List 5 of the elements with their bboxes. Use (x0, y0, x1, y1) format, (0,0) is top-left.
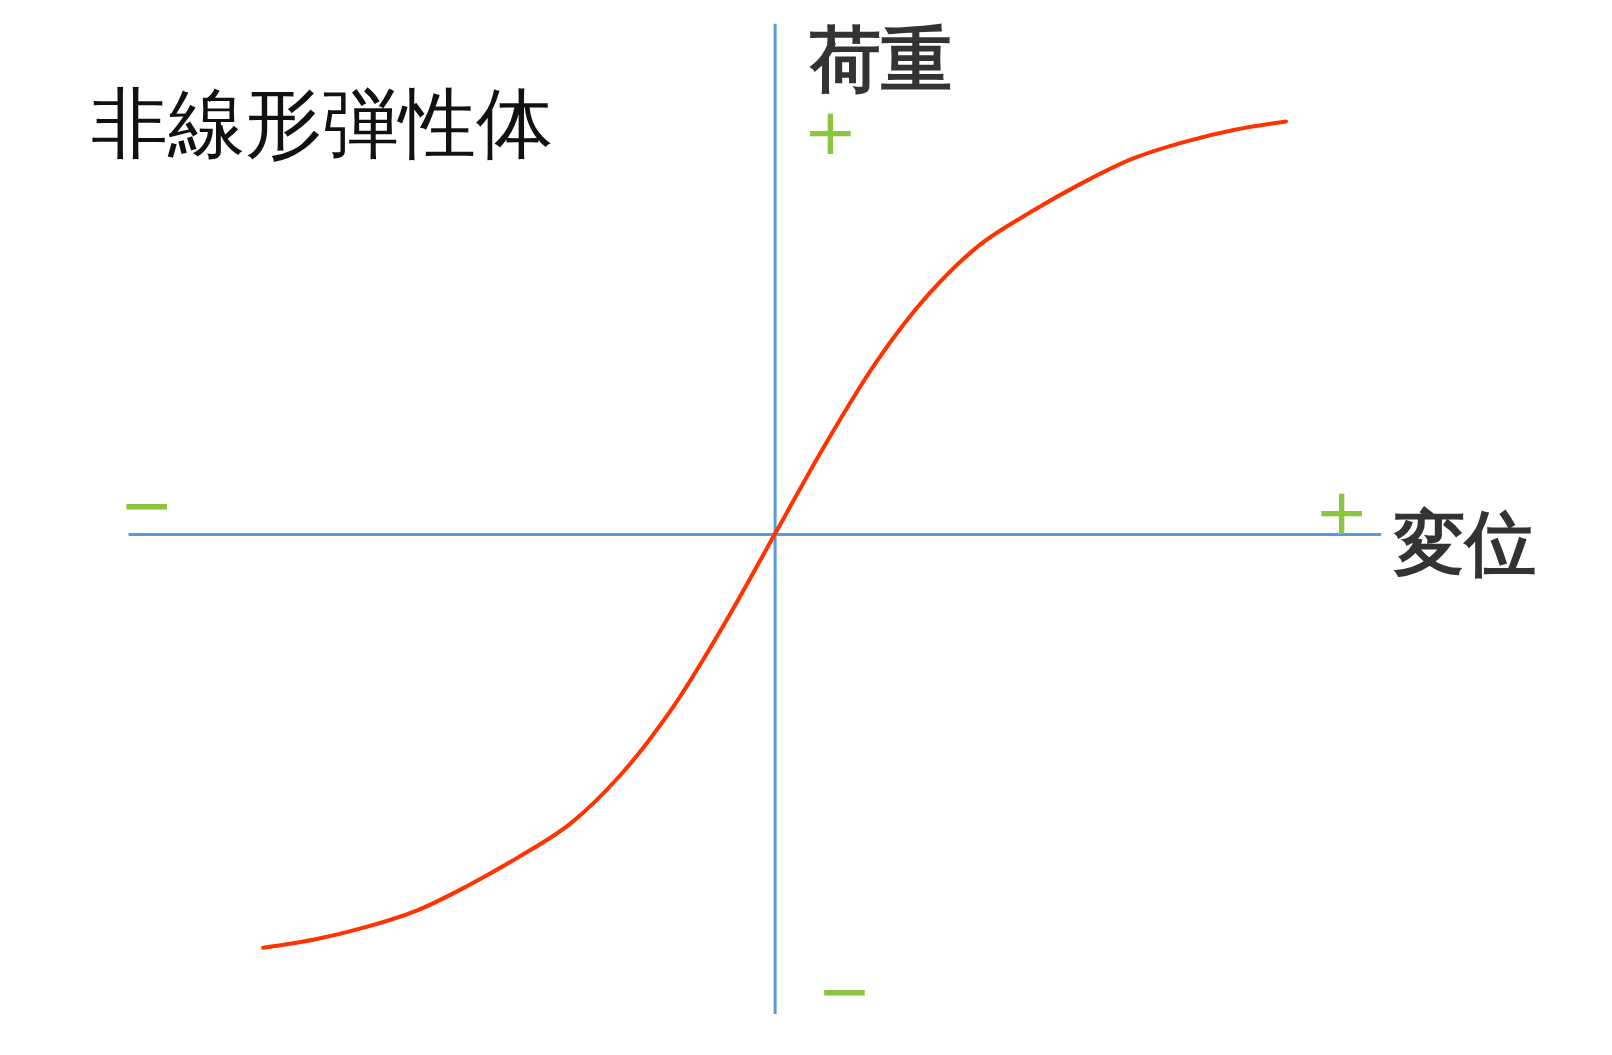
text: − (817, 952, 872, 1028)
chart-title: 非線形弾性体 (91, 78, 554, 168)
text: + (1314, 473, 1369, 549)
x-axis-title: 変位 (1393, 502, 1537, 586)
text: − (119, 466, 174, 542)
